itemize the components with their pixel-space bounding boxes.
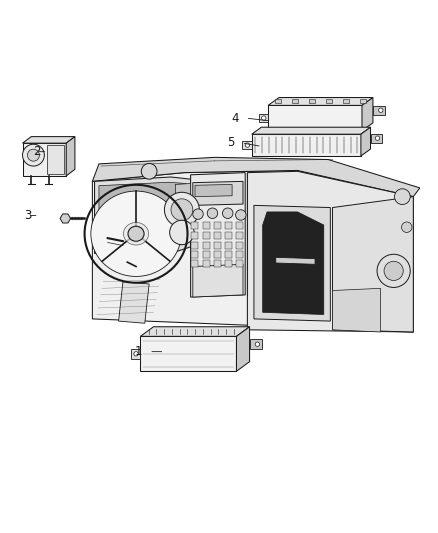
Text: 4: 4	[231, 111, 238, 125]
Circle shape	[141, 164, 157, 179]
Circle shape	[223, 208, 233, 219]
Polygon shape	[191, 251, 198, 258]
Text: 3: 3	[24, 209, 32, 222]
Polygon shape	[371, 134, 382, 142]
Polygon shape	[119, 282, 149, 323]
Polygon shape	[268, 106, 362, 131]
Polygon shape	[254, 205, 330, 321]
Polygon shape	[237, 241, 244, 248]
Polygon shape	[193, 181, 243, 205]
Polygon shape	[343, 99, 349, 103]
Polygon shape	[268, 98, 373, 106]
Circle shape	[395, 189, 410, 205]
Polygon shape	[258, 114, 268, 123]
Polygon shape	[225, 232, 232, 239]
Polygon shape	[214, 241, 221, 248]
Polygon shape	[237, 232, 244, 239]
Polygon shape	[276, 99, 281, 103]
Polygon shape	[22, 143, 66, 176]
Polygon shape	[242, 141, 252, 149]
Polygon shape	[191, 241, 198, 248]
Polygon shape	[203, 241, 210, 248]
Polygon shape	[237, 261, 244, 268]
Polygon shape	[225, 222, 232, 229]
Polygon shape	[214, 261, 221, 268]
Polygon shape	[92, 171, 413, 332]
Polygon shape	[203, 222, 210, 229]
Polygon shape	[131, 349, 141, 359]
Circle shape	[134, 352, 138, 356]
Polygon shape	[247, 171, 413, 332]
Polygon shape	[373, 106, 385, 115]
Polygon shape	[175, 183, 191, 243]
Polygon shape	[214, 251, 221, 258]
Polygon shape	[332, 197, 413, 332]
Polygon shape	[332, 288, 381, 332]
Circle shape	[261, 116, 266, 120]
Ellipse shape	[128, 226, 144, 241]
Circle shape	[245, 143, 250, 147]
Polygon shape	[214, 232, 221, 239]
Polygon shape	[326, 99, 332, 103]
Circle shape	[193, 209, 203, 220]
Circle shape	[255, 342, 260, 346]
Circle shape	[375, 136, 380, 140]
Polygon shape	[225, 261, 232, 268]
Text: 2: 2	[33, 145, 40, 158]
Polygon shape	[191, 232, 198, 239]
Circle shape	[384, 261, 403, 280]
Polygon shape	[99, 182, 186, 249]
Circle shape	[402, 222, 412, 232]
Polygon shape	[237, 327, 250, 372]
Circle shape	[171, 199, 193, 221]
Polygon shape	[276, 257, 315, 264]
Circle shape	[170, 220, 194, 245]
Polygon shape	[252, 134, 361, 156]
Polygon shape	[292, 99, 297, 103]
Polygon shape	[203, 261, 210, 268]
Polygon shape	[250, 339, 262, 350]
Text: 1: 1	[134, 345, 142, 358]
Polygon shape	[225, 251, 232, 258]
Circle shape	[207, 208, 218, 219]
Polygon shape	[362, 98, 373, 131]
Polygon shape	[361, 127, 371, 156]
Polygon shape	[309, 99, 314, 103]
Circle shape	[236, 210, 246, 220]
Circle shape	[164, 192, 199, 227]
Circle shape	[22, 144, 44, 166]
Polygon shape	[225, 241, 232, 248]
Polygon shape	[360, 99, 366, 103]
Polygon shape	[60, 214, 71, 223]
Polygon shape	[193, 264, 243, 297]
Polygon shape	[252, 127, 371, 134]
Polygon shape	[92, 157, 420, 197]
Polygon shape	[203, 232, 210, 239]
Polygon shape	[263, 212, 324, 314]
Polygon shape	[195, 184, 232, 197]
Polygon shape	[214, 222, 221, 229]
Ellipse shape	[124, 222, 148, 245]
Circle shape	[378, 108, 383, 112]
Polygon shape	[141, 336, 237, 372]
Circle shape	[377, 254, 410, 287]
Polygon shape	[191, 261, 198, 268]
Circle shape	[28, 149, 39, 161]
Polygon shape	[22, 136, 75, 143]
Polygon shape	[95, 177, 191, 253]
Polygon shape	[237, 222, 244, 229]
Text: 5: 5	[227, 136, 234, 149]
Polygon shape	[191, 222, 198, 229]
Polygon shape	[203, 251, 210, 258]
Polygon shape	[191, 173, 245, 297]
Ellipse shape	[91, 191, 181, 277]
Polygon shape	[141, 327, 250, 336]
Polygon shape	[46, 146, 64, 174]
Polygon shape	[237, 251, 244, 258]
Polygon shape	[66, 136, 75, 176]
